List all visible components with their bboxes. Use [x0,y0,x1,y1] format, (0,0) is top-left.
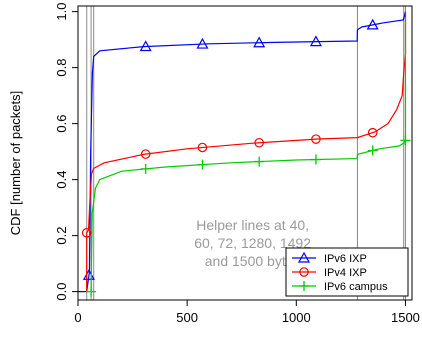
data-point [86,286,97,297]
series-ipv4-ixp [81,11,407,292]
x-tick-label: 1500 [391,310,420,325]
x-tick-label: 1000 [282,310,311,325]
y-axis-label: CDF [number of packets] [8,91,23,236]
data-point [140,149,151,159]
data-point [254,156,265,167]
legend-label: IPv6 campus [324,281,388,293]
series-line [78,11,407,293]
data-point [197,159,208,170]
data-point [254,137,264,148]
data-point [140,163,151,174]
legend: IPv6 IXP IPv4 IXP IPv6 campus [285,247,409,297]
legend-item: IPv4 IXP [292,267,367,279]
data-point [139,40,152,52]
y-tick-label: 0.2 [54,227,69,245]
data-point [196,37,209,49]
series-ipv6-ixp [78,11,407,293]
legend-item: IPv6 IXP [292,251,367,265]
data-point [310,154,321,165]
annotation-line: and 1500 bytes [205,253,301,269]
data-point [81,228,92,238]
y-tick-label: 0.0 [54,283,69,301]
legend-marker [299,281,309,291]
y-tick-label: 1.0 [54,3,69,21]
x-tick-label: 0 [74,310,81,325]
y-tick-label: 0.4 [54,171,69,189]
data-point [253,36,266,48]
y-tick-label: 0.8 [54,59,69,77]
y-tick-label: 0.6 [54,115,69,133]
series-ipv6-campus [86,17,411,297]
data-point [400,135,411,146]
x-axis: 0 500 1000 1500 [74,300,420,325]
series-layer [78,11,411,297]
data-point [367,145,378,156]
legend-marker [299,267,309,277]
annotation-line: Helper lines at 40, [196,217,309,233]
helper-lines-annotation: Helper lines at 40, 60, 72, 1280, 1492 and… [194,217,311,269]
data-point [309,35,322,47]
legend-marker [297,251,311,263]
data-point [366,18,379,30]
data-point [367,127,378,138]
legend-label: IPv4 IXP [324,267,367,279]
legend-label: IPv6 IXP [324,253,367,265]
y-axis: 0.0 0.2 0.4 0.6 0.8 1.0 [54,3,78,301]
x-tick-label: 500 [176,310,198,325]
plot-frame [77,5,413,301]
data-point [311,134,321,144]
annotation-line: 60, 72, 1280, 1492 [194,235,311,251]
data-point [197,142,208,153]
legend-item: IPv6 campus [292,281,388,293]
series-line [86,11,407,292]
